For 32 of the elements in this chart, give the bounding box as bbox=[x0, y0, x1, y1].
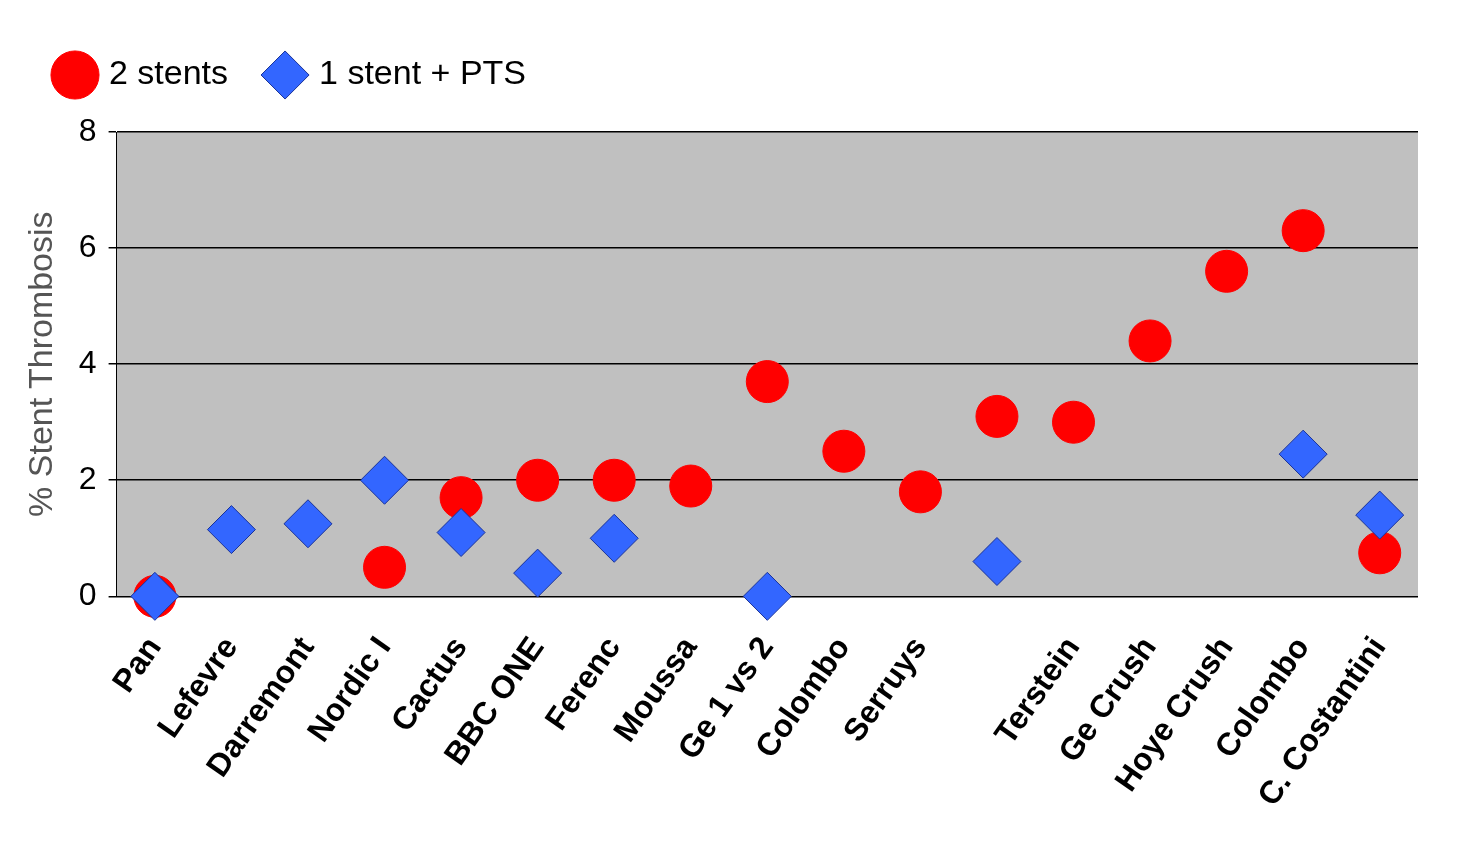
point bbox=[898, 470, 942, 514]
point bbox=[363, 545, 407, 589]
legend-label: 1 stent + PTS bbox=[319, 53, 527, 92]
y-tick-label: 6 bbox=[78, 227, 97, 264]
point bbox=[975, 394, 1019, 438]
point bbox=[742, 571, 792, 621]
point bbox=[206, 505, 256, 555]
point bbox=[1128, 319, 1172, 363]
y-tick-label: 4 bbox=[78, 343, 97, 380]
point bbox=[439, 476, 483, 520]
point bbox=[822, 429, 866, 473]
point bbox=[972, 537, 1022, 587]
point bbox=[360, 455, 410, 505]
point bbox=[589, 513, 639, 563]
point bbox=[745, 360, 789, 404]
y-tick-label: 8 bbox=[78, 111, 97, 148]
point bbox=[1281, 209, 1325, 253]
point bbox=[436, 507, 486, 557]
y-tick-label: 2 bbox=[78, 460, 97, 497]
point bbox=[1278, 429, 1328, 479]
point bbox=[283, 499, 333, 549]
y-tick-label: 0 bbox=[78, 576, 97, 613]
point bbox=[1355, 490, 1405, 540]
point bbox=[516, 458, 560, 502]
legend-label: 2 stents bbox=[109, 53, 229, 92]
point bbox=[513, 548, 563, 598]
point bbox=[1052, 400, 1096, 444]
point bbox=[592, 458, 636, 502]
y-axis-title: % Stent Thrombosis bbox=[20, 211, 59, 517]
point bbox=[1205, 249, 1249, 293]
point bbox=[1358, 531, 1402, 575]
point bbox=[669, 464, 713, 508]
